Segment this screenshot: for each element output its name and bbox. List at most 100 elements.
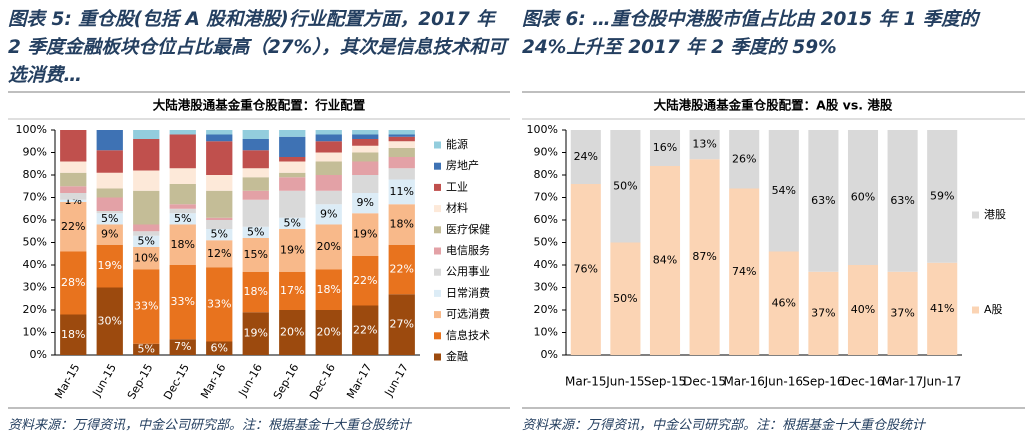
bar-segment: [60, 199, 87, 202]
legend-swatch: [972, 211, 979, 219]
data-label: 33%: [171, 295, 195, 308]
bar-segment: [133, 231, 160, 236]
bar-segment: [169, 224, 196, 265]
legend-label: 可选消费: [446, 307, 490, 321]
bar-segment: [570, 130, 601, 184]
legend-swatch: [434, 268, 441, 276]
y-tick-label: 10%: [534, 326, 558, 339]
data-label: 60%: [851, 191, 875, 204]
x-tick-label: Dec-16: [842, 375, 885, 389]
y-tick-label: 80%: [23, 168, 47, 181]
bar-segment: [315, 161, 342, 175]
data-label: 5%: [211, 228, 228, 241]
bar-segment: [96, 172, 123, 189]
data-label: 19%: [244, 327, 268, 340]
bar-segment: [206, 341, 233, 355]
bar-segment: [388, 168, 415, 180]
y-tick-label: 20%: [23, 303, 47, 316]
bar-segment: [847, 130, 879, 265]
legend-label: 工业: [446, 180, 468, 193]
x-tick-label: Jun-15: [605, 375, 644, 389]
data-label: 28%: [61, 276, 85, 289]
bar-segment: [206, 240, 233, 268]
legend-swatch: [434, 205, 441, 213]
data-label: 22%: [390, 263, 414, 276]
bar-segment: [279, 172, 306, 178]
data-label: 46%: [772, 296, 796, 309]
y-tick-label: 60%: [23, 213, 47, 226]
bar-segment: [352, 139, 379, 146]
legend-label: 金融: [446, 349, 468, 363]
legend-swatch: [434, 353, 441, 361]
bar-segment: [242, 150, 269, 169]
bar-segment: [169, 168, 196, 184]
bar-segment: [388, 244, 415, 295]
bar-segment: [242, 168, 269, 178]
bar-segment: [242, 139, 269, 151]
legend-swatch: [434, 226, 441, 234]
legend-swatch: [434, 247, 441, 255]
data-label: 20%: [317, 240, 341, 253]
bar-segment: [133, 235, 160, 247]
bar-segment: [60, 193, 87, 200]
bar-segment: [242, 271, 269, 313]
bar-segment: [388, 141, 415, 148]
bar-segment: [927, 262, 958, 355]
bar-segment: [689, 130, 720, 160]
data-label: 7%: [174, 340, 191, 353]
y-tick-label: 90%: [23, 146, 47, 159]
data-label: 5%: [101, 212, 118, 225]
bar-segment: [60, 130, 87, 162]
data-label: 19%: [280, 243, 304, 256]
bar-segment: [60, 161, 87, 173]
bar-segment: [96, 287, 123, 355]
bar-segment: [60, 172, 87, 187]
y-tick-label: 30%: [23, 281, 47, 294]
bar-segment: [169, 184, 196, 205]
bar-segment: [169, 265, 196, 340]
x-tick-label: Mar-16: [723, 375, 764, 389]
x-tick-label: Mar-16: [198, 362, 228, 401]
bar-segment: [169, 204, 196, 209]
bar-segment: [206, 175, 233, 191]
data-label: 18%: [244, 285, 268, 298]
x-tick-label: Sep-15: [644, 375, 686, 389]
bar-segment: [315, 190, 342, 205]
bar-segment: [133, 139, 160, 171]
bar-segment: [279, 310, 306, 355]
bar-segment: [206, 220, 233, 229]
bar-segment: [315, 134, 342, 142]
y-tick-label: 100%: [527, 123, 558, 136]
x-tick-label: Dec-15: [683, 375, 726, 389]
bar-segment: [729, 188, 760, 355]
bar-segment: [133, 170, 160, 191]
bar-segment: [96, 211, 123, 214]
data-label: 16%: [653, 141, 677, 154]
bar-segment: [847, 265, 879, 355]
legend-label: 公用事业: [446, 265, 490, 278]
data-label: 50%: [613, 292, 637, 305]
data-label: 9%: [320, 207, 337, 220]
source: 资料来源：万得资讯，中金公司研究部。注：根据基金十大重仓股统计: [522, 418, 926, 433]
bar-segment: [768, 130, 799, 252]
data-label: 76%: [574, 263, 598, 276]
bar-segment: [96, 224, 123, 245]
y-tick-label: 0%: [541, 348, 558, 361]
y-tick-label: 10%: [23, 326, 47, 339]
y-tick-label: 90%: [534, 146, 558, 159]
bar-segment: [279, 190, 306, 218]
data-label: 18%: [171, 238, 195, 251]
y-tick-label: 40%: [534, 258, 558, 271]
bar-segment: [768, 251, 799, 355]
data-label: 13%: [692, 138, 716, 151]
data-label: 40%: [851, 303, 875, 316]
bar-segment: [206, 267, 233, 342]
bar-segment: [352, 305, 379, 355]
data-label: 10%: [134, 251, 158, 264]
data-label: 87%: [692, 250, 716, 263]
legend-swatch: [972, 306, 979, 314]
bar-segment: [169, 130, 196, 135]
data-label: 41%: [930, 302, 954, 315]
bar-segment: [808, 271, 839, 355]
bar-segment: [169, 339, 196, 355]
